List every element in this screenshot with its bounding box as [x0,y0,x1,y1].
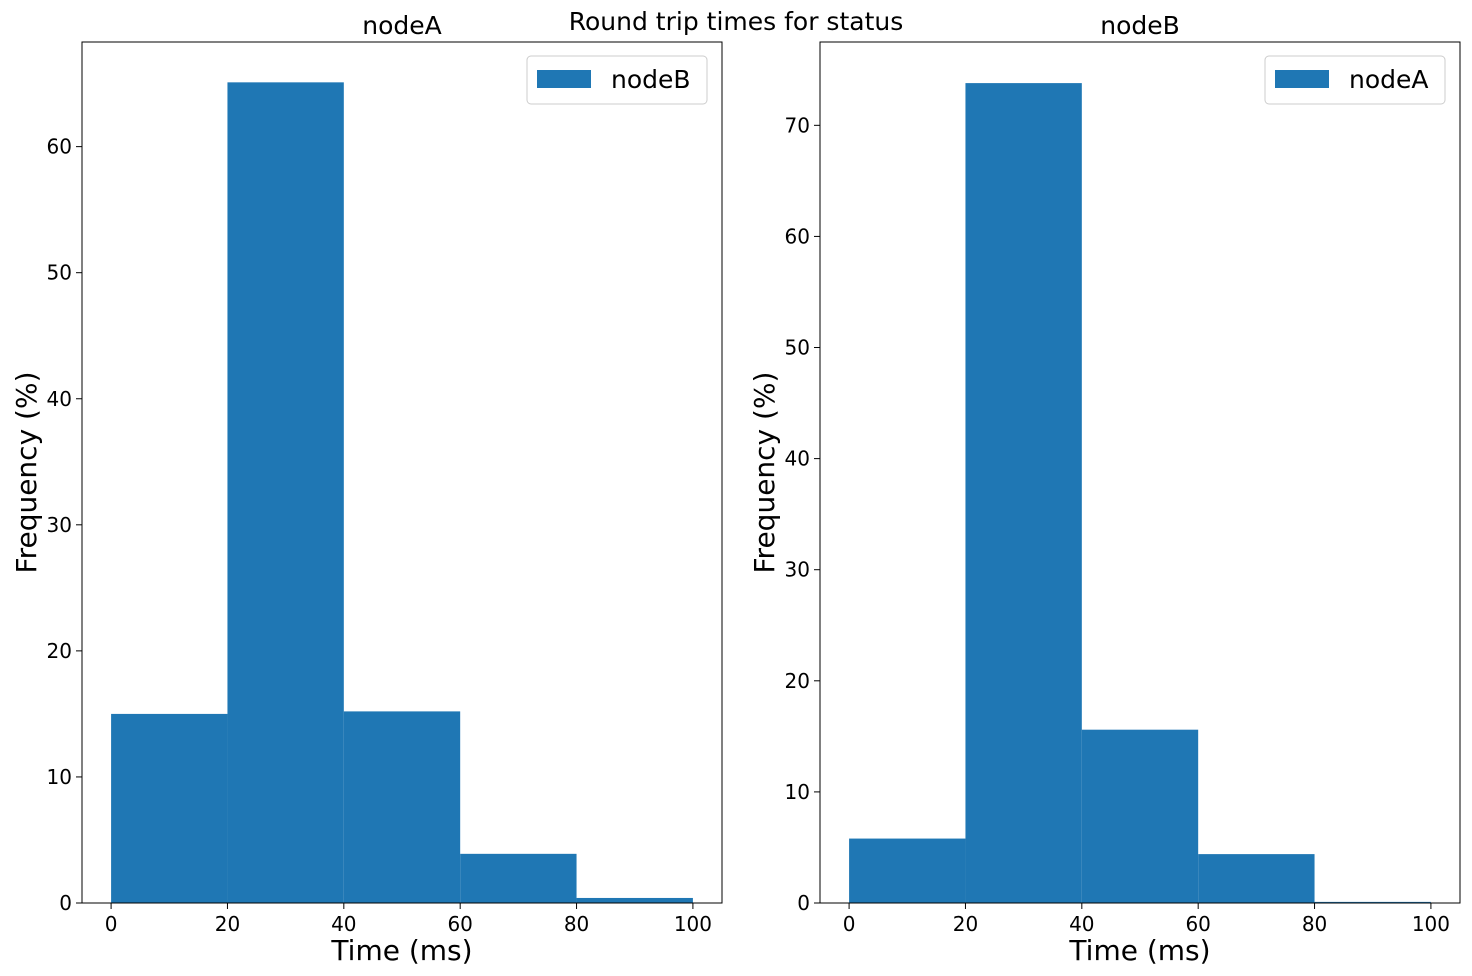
histogram-bar-right-1 [965,83,1082,903]
x-tick-label-left-5: 100 [674,912,712,936]
y-tick-label-right-3: 30 [785,558,810,582]
chart-panel-right: 0 20 40 60 80 100 0 10 20 30 40 50 60 70 nodeB Time (ms… [748,11,1461,967]
histogram-bar-left-0 [111,713,228,903]
y-tick-label-right-1: 10 [785,780,810,804]
x-tick-label-left-3: 60 [447,912,472,936]
x-tick-label-right-0: 0 [843,912,856,936]
legend-frame-right [1264,55,1446,105]
legend-frame-left [526,55,708,105]
y-tick-label-left-2: 20 [47,639,72,663]
histogram-bar-left-1 [227,82,344,904]
y-tick-label-right-2: 20 [785,669,810,693]
x-axis-label-left: Time (ms) [330,934,472,967]
x-axis-label-right: Time (ms) [1068,934,1210,967]
histogram-bar-left-4 [576,897,693,903]
y-tick-label-right-4: 40 [785,447,810,471]
histogram-bar-right-0 [849,838,966,903]
y-tick-label-right-0: 0 [797,891,810,915]
y-tick-label-left-4: 40 [47,387,72,411]
axes-title-right: nodeB [1100,11,1180,40]
axes-frame-right [819,41,1461,904]
chart-panel-left: 0 20 40 60 80 100 0 10 20 30 40 50 60 nodeA Time (ms) F… [10,11,723,967]
histogram-bar-right-4 [1314,901,1431,903]
legend-swatch-right [1275,70,1329,88]
y-tick-label-right-5: 50 [785,336,810,360]
legend-left: nodeB [526,55,708,105]
y-tick-label-left-6: 60 [47,135,72,159]
x-tick-label-right-4: 80 [1302,912,1327,936]
y-tick-label-left-5: 50 [47,261,72,285]
y-axis-label-right: Frequency (%) [748,371,781,573]
legend-label-left: nodeB [611,65,691,94]
figure-suptitle: Round trip times for status [569,7,904,36]
legend-swatch-left [537,70,591,88]
x-tick-label-right-3: 60 [1185,912,1210,936]
axes-frame-left [81,41,723,904]
histogram-bar-left-3 [460,853,577,903]
x-tick-label-right-2: 40 [1069,912,1094,936]
x-tick-label-right-1: 20 [953,912,978,936]
y-tick-label-right-6: 60 [785,224,810,248]
x-tick-label-left-0: 0 [105,912,118,936]
x-tick-label-left-1: 20 [215,912,240,936]
histogram-bar-right-2 [1081,729,1199,903]
y-tick-label-left-3: 30 [47,513,72,537]
x-tick-label-right-5: 100 [1412,912,1450,936]
axes-title-left: nodeA [362,11,442,40]
histogram-bar-right-3 [1198,854,1315,903]
histogram-bar-left-2 [343,711,461,903]
legend-right: nodeA [1264,55,1446,105]
y-tick-label-left-1: 10 [47,765,72,789]
legend-label-right: nodeA [1349,65,1429,94]
y-tick-label-left-0: 0 [59,891,72,915]
x-tick-label-left-2: 40 [331,912,356,936]
x-tick-label-left-4: 80 [564,912,589,936]
y-tick-label-right-7: 70 [785,113,810,137]
y-axis-label-left: Frequency (%) [10,371,43,573]
